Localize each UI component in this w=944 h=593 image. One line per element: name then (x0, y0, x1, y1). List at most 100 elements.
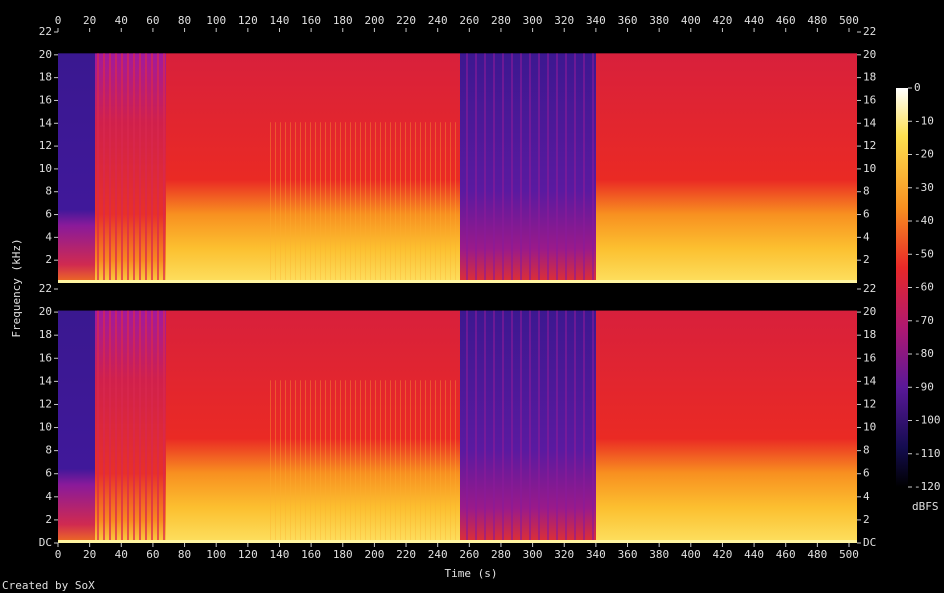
spectrogram-stripe (445, 380, 446, 543)
spectrogram-stripe (305, 122, 306, 283)
dc-line (58, 540, 857, 543)
y-tick-label: 6 (863, 208, 870, 221)
spectrogram-stripe (547, 53, 549, 284)
spectrogram-stripe (511, 310, 513, 543)
x-tick-label: 400 (681, 14, 701, 27)
spectrogram-stripe (151, 53, 153, 284)
x-tick-label: 340 (586, 548, 606, 561)
y-tick-label: 18 (863, 71, 876, 84)
spectrogram-stripe (109, 310, 111, 543)
spectrogram-stripe (133, 53, 135, 284)
spectrogram-stripe (420, 380, 421, 543)
x-tick-label: 400 (681, 548, 701, 561)
spectrogram-stripe (430, 380, 431, 543)
spectrogram-stripe (295, 122, 296, 283)
spectrogram-stripe (103, 310, 105, 543)
x-tick-label: 200 (364, 14, 384, 27)
spectrogram-stripe (285, 122, 286, 283)
x-tick-label: 240 (428, 14, 448, 27)
spectrogram-stripe (410, 122, 411, 283)
y-tick-label: 20 (863, 305, 876, 318)
spectrogram-region (58, 53, 95, 284)
spectrogram-stripe (335, 122, 336, 283)
x-tick-label: 220 (396, 548, 416, 561)
colorbar-tick-label: -80 (914, 347, 934, 360)
spectrogram-stripe (325, 122, 326, 283)
spectrogram-region (166, 310, 460, 543)
spectrogram-stripe (466, 53, 468, 284)
y-tick-label: 22 (39, 282, 52, 295)
spectrogram-stripe (133, 310, 135, 543)
spectrogram-stripe (415, 380, 416, 543)
y-tick-label: 22 (39, 25, 52, 38)
spectrogram-stripe (529, 310, 531, 543)
spectrogram-stripe (410, 380, 411, 543)
spectrogram-stripe (350, 122, 351, 283)
y-tick-label: 22 (863, 25, 876, 38)
x-tick-label: 340 (586, 14, 606, 27)
x-tick-label: 320 (554, 548, 574, 561)
x-tick-label: 460 (776, 548, 796, 561)
spectrogram-stripe (365, 380, 366, 543)
spectrogram-stripe (493, 53, 495, 284)
x-tick-label: 180 (333, 548, 353, 561)
spectrogram-stripe (405, 380, 406, 543)
colorbar-label: dBFS (912, 500, 939, 513)
x-tick-label: 20 (83, 14, 96, 27)
x-tick-label: 200 (364, 548, 384, 561)
y-tick-label: 10 (863, 162, 876, 175)
spectrogram-stripe (320, 380, 321, 543)
x-axis-label: Time (s) (445, 567, 498, 580)
y-tick-label: 14 (39, 116, 53, 129)
spectrogram-stripe (400, 122, 401, 283)
y-tick-label: 16 (39, 93, 52, 106)
spectrogram-stripe (583, 53, 585, 284)
spectrogram-stripe (440, 380, 441, 543)
y-tick-label: DC (39, 536, 52, 549)
spectrogram-stripe (139, 53, 141, 284)
spectrogram-region (95, 310, 166, 543)
spectrogram-stripe (295, 380, 296, 543)
y-tick-label: 14 (863, 116, 877, 129)
footer: Created by SoX (2, 579, 95, 592)
y-tick-label: 22 (863, 282, 876, 295)
spectrogram-stripe (547, 310, 549, 543)
spectrogram-stripe (275, 380, 276, 543)
x-tick-label: 100 (206, 548, 226, 561)
y-tick-label: 14 (863, 374, 877, 387)
spectrogram-stripe (163, 53, 165, 284)
x-tick-label: 320 (554, 14, 574, 27)
spectrogram-stripe (325, 380, 326, 543)
spectrogram-stripe (502, 53, 504, 284)
y-tick-label: 16 (863, 351, 876, 364)
x-tick-label: 380 (649, 14, 669, 27)
y-tick-label: 16 (39, 351, 52, 364)
spectrogram-stripe (520, 310, 522, 543)
spectrogram-stripe (375, 380, 376, 543)
y-tick-label: 4 (863, 230, 870, 243)
spectrogram-stripe (445, 122, 446, 283)
x-tick-label: 360 (618, 14, 638, 27)
x-tick-label: 100 (206, 14, 226, 27)
x-tick-label: 0 (55, 548, 62, 561)
spectrogram-stripe (157, 310, 159, 543)
spectrogram-stripe (127, 310, 129, 543)
spectrogram-stripe (310, 380, 311, 543)
spectrogram-stripe (415, 122, 416, 283)
colorbar-tick-label: -110 (914, 447, 941, 460)
spectrogram-stripe (400, 380, 401, 543)
y-tick-label: 20 (39, 305, 52, 318)
x-tick-label: 440 (744, 548, 764, 561)
spectrogram-stripe (440, 122, 441, 283)
x-tick-label: 0 (55, 14, 62, 27)
spectrogram-stripe (290, 380, 291, 543)
spectrogram-stripe (305, 380, 306, 543)
colorbar-tick-label: -70 (914, 314, 934, 327)
spectrogram-stripe (370, 122, 371, 283)
spectrogram-stripe (475, 310, 477, 543)
spectrogram-stripe (385, 380, 386, 543)
spectrogram-stripe (538, 310, 540, 543)
spectrogram-stripe (270, 380, 271, 543)
spectrogram-stripe (103, 53, 105, 284)
